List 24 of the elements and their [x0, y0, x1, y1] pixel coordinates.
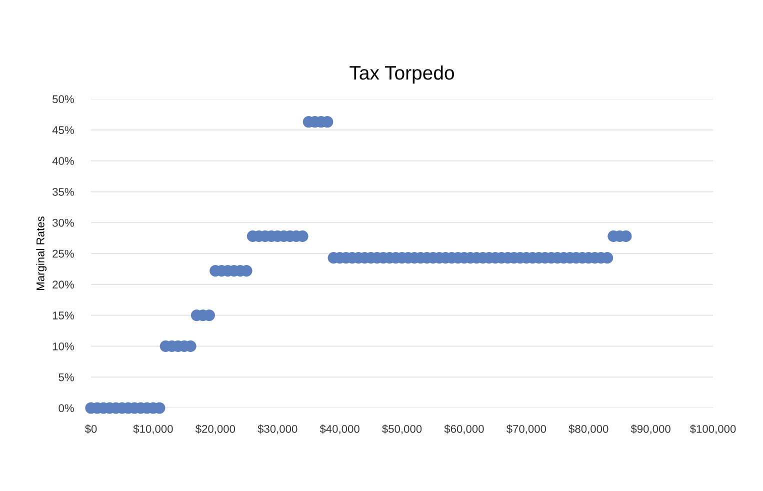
x-tick-label: $40,000 — [320, 424, 360, 434]
x-tick-label: $70,000 — [506, 424, 546, 434]
y-tick-label: 40% — [52, 157, 74, 165]
x-tick-label: $20,000 — [195, 424, 236, 434]
y-tick-label: 30% — [52, 218, 74, 227]
y-axis-title: Marginal Rates — [36, 216, 47, 290]
x-tick-label: $10,000 — [133, 424, 173, 434]
x-tick-label: $50,000 — [382, 424, 422, 434]
y-tick-label: 35% — [52, 188, 74, 196]
x-tick-label: $100,000 — [690, 424, 736, 434]
y-tick-label: 50% — [52, 95, 74, 104]
chart-title: Tax Torpedo — [350, 65, 454, 84]
y-tick-label: 5% — [58, 373, 74, 382]
y-tick-label: 0% — [58, 404, 74, 412]
x-tick-label: $60,000 — [444, 424, 484, 434]
y-tick-label: 20% — [52, 280, 74, 289]
y-tick-label: 45% — [52, 126, 74, 134]
y-tick-label: 15% — [52, 312, 74, 320]
x-tick-label: $80,000 — [568, 424, 608, 434]
x-tick-label: $0 — [84, 424, 97, 434]
y-tick-label: 10% — [52, 342, 74, 350]
x-tick-label: $90,000 — [630, 424, 670, 434]
x-tick-label: $30,000 — [258, 424, 298, 434]
y-tick-label: 25% — [52, 250, 74, 258]
